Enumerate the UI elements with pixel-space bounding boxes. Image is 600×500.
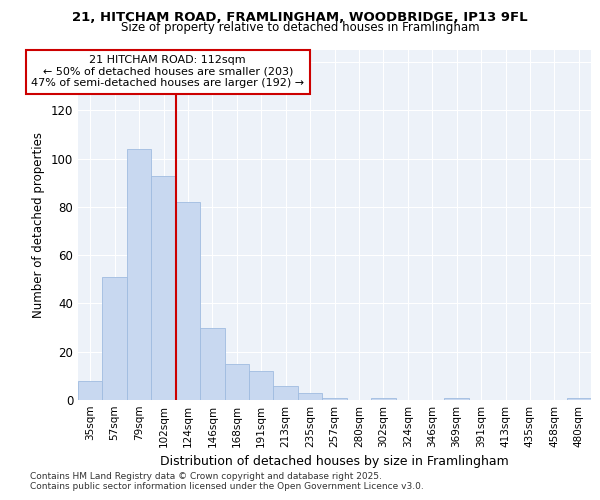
- Bar: [103, 277, 127, 400]
- Text: Contains public sector information licensed under the Open Government Licence v3: Contains public sector information licen…: [30, 482, 424, 491]
- Bar: [445, 398, 469, 400]
- Bar: [371, 398, 395, 400]
- Bar: [176, 202, 200, 400]
- Bar: [274, 386, 298, 400]
- Y-axis label: Number of detached properties: Number of detached properties: [32, 132, 45, 318]
- Bar: [322, 398, 347, 400]
- Bar: [200, 328, 224, 400]
- Text: Size of property relative to detached houses in Framlingham: Size of property relative to detached ho…: [121, 22, 479, 35]
- Text: 21, HITCHAM ROAD, FRAMLINGHAM, WOODBRIDGE, IP13 9FL: 21, HITCHAM ROAD, FRAMLINGHAM, WOODBRIDG…: [72, 11, 528, 24]
- Text: 21 HITCHAM ROAD: 112sqm
← 50% of detached houses are smaller (203)
47% of semi-d: 21 HITCHAM ROAD: 112sqm ← 50% of detache…: [31, 56, 304, 88]
- Bar: [566, 398, 591, 400]
- X-axis label: Distribution of detached houses by size in Framlingham: Distribution of detached houses by size …: [160, 456, 509, 468]
- Bar: [78, 380, 103, 400]
- Bar: [151, 176, 176, 400]
- Text: Contains HM Land Registry data © Crown copyright and database right 2025.: Contains HM Land Registry data © Crown c…: [30, 472, 382, 481]
- Bar: [249, 371, 274, 400]
- Bar: [298, 393, 322, 400]
- Bar: [224, 364, 249, 400]
- Bar: [127, 149, 151, 400]
